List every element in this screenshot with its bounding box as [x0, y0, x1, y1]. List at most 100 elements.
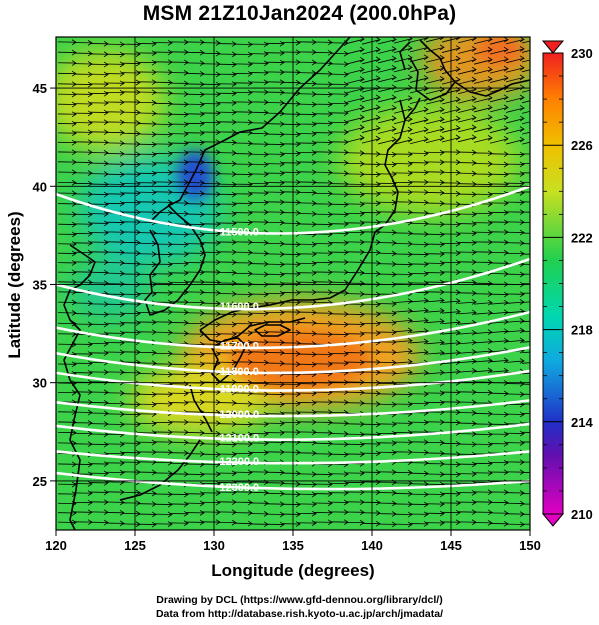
wind-vector-head: [503, 84, 509, 91]
wind-vector-head: [167, 391, 173, 398]
wind-vector-head: [119, 51, 125, 58]
wind-vector-head: [151, 141, 157, 148]
wind-vector-head: [407, 439, 413, 446]
wind-vector-head: [311, 260, 317, 267]
wind-vector-head: [167, 449, 173, 456]
wind-vector-head: [519, 94, 525, 101]
wind-vector-head: [536, 430, 540, 435]
wind-vector: [505, 48, 525, 54]
wind-vector-head: [407, 116, 413, 123]
wind-vector-head: [135, 120, 141, 126]
wind-vector-head: [536, 96, 540, 101]
wind-vector-head: [87, 430, 93, 437]
wind-vector-head: [327, 241, 333, 247]
wind-vector-head: [471, 66, 477, 73]
wind-vector-head: [503, 299, 509, 306]
wind-vector-head: [199, 120, 205, 127]
wind-vector-head: [199, 471, 205, 478]
wind-vector-head: [487, 76, 493, 82]
x-tick-label: 150: [519, 538, 541, 553]
wind-vector-head: [519, 84, 525, 91]
wind-vector-head: [295, 39, 301, 46]
wind-vector-head: [279, 261, 285, 268]
wind-vector-head: [167, 251, 173, 258]
wind-vector-head: [455, 329, 461, 336]
wind-vector-head: [359, 201, 365, 208]
wind-vector-head: [87, 101, 93, 107]
wind-vector-head: [215, 91, 221, 98]
wind-vector-head: [311, 510, 317, 517]
wind-vector-head: [391, 319, 397, 326]
wind-vector-head: [103, 201, 109, 208]
wind-vector: [361, 39, 381, 45]
wind-vector-head: [327, 430, 333, 436]
wind-vector-head: [231, 441, 237, 448]
wind-vector: [473, 116, 493, 123]
wind-vector-head: [103, 489, 109, 496]
wind-vector-head: [119, 249, 125, 256]
wind-vector: [473, 59, 493, 65]
wind-vector-head: [487, 309, 493, 316]
wind-vector-head: [167, 79, 173, 86]
wind-vector-head: [519, 401, 525, 408]
wind-vector: [457, 117, 477, 123]
height-contours: 11500.0 11600.0 11700.0 11800.0 11900.0 12000…: [56, 185, 530, 494]
wind-vector-head: [503, 510, 509, 517]
wind-vector-head: [471, 339, 477, 346]
wind-vector: [345, 137, 365, 143]
wind-vector-head: [167, 199, 173, 206]
wind-vector-head: [87, 50, 93, 57]
wind-vector-head: [536, 440, 540, 445]
wind-vector-head: [71, 519, 77, 526]
wind-vector: [521, 330, 530, 333]
wind-vector-head: [471, 105, 477, 112]
wind-vector-head: [407, 317, 413, 324]
wind-vector-head: [71, 70, 77, 77]
wind-vector-head: [375, 46, 381, 53]
wind-vector-head: [519, 190, 525, 196]
wind-vector-head: [215, 211, 221, 218]
wind-vector-head: [311, 179, 317, 186]
y-tick-label: 40: [33, 179, 47, 194]
wind-vector-head: [167, 429, 173, 436]
wind-vector-head: [231, 321, 237, 328]
wind-vector: [473, 369, 493, 373]
wind-vector-head: [391, 310, 397, 317]
wind-vector-head: [359, 389, 365, 396]
wind-vector-head: [519, 37, 525, 43]
wind-vector-head: [327, 221, 333, 228]
wind-vector-head: [263, 199, 269, 206]
wind-vector-head: [87, 279, 93, 286]
wind-vector-head: [359, 229, 365, 236]
wind-vector: [425, 341, 445, 345]
wind-vector-head: [519, 64, 525, 71]
wind-vector-head: [71, 510, 77, 516]
wind-vector-head: [359, 104, 365, 111]
y-tick-label: 30: [33, 376, 47, 391]
wind-vector-head: [487, 389, 493, 396]
wind-vector-head: [327, 310, 333, 317]
wind-vector: [425, 320, 445, 324]
wind-vector-head: [119, 390, 125, 396]
wind-vector-head: [119, 171, 125, 178]
wind-vector-head: [359, 311, 365, 318]
wind-vector: [489, 117, 509, 123]
wind-vector: [489, 302, 509, 305]
contour-label: 11800.0: [220, 366, 259, 378]
wind-vector-head: [119, 61, 125, 68]
colorbar-tick-label: 222: [571, 230, 593, 245]
wind-vector-head: [103, 441, 109, 448]
wind-vector-head: [423, 391, 429, 397]
wind-vector-head: [231, 489, 237, 496]
wind-vector-head: [231, 359, 237, 366]
wind-vector-head: [423, 199, 429, 206]
wind-vector: [473, 341, 493, 344]
wind-vector-head: [311, 330, 317, 337]
wind-vector-head: [199, 361, 205, 368]
wind-vector-head: [375, 450, 381, 457]
wind-vector-head: [439, 106, 445, 113]
wind-vector-head: [135, 79, 141, 86]
wind-vector: [457, 59, 477, 65]
wind-vector-head: [471, 56, 477, 63]
wind-vector-head: [455, 461, 461, 468]
